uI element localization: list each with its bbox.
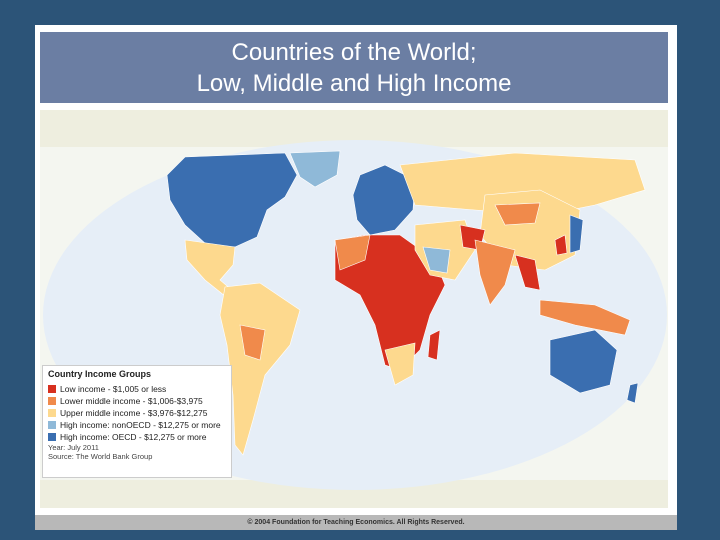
legend-label: High income: OECD - $12,275 or more	[60, 432, 207, 442]
bolivia	[239, 324, 266, 361]
north-africa	[334, 234, 371, 271]
legend-label: Upper middle income - $3,976-$12,275	[60, 408, 208, 418]
legend-swatch	[48, 433, 56, 441]
north-america	[166, 152, 298, 248]
greenland	[289, 150, 341, 188]
legend-year: Year: July 2011	[48, 443, 99, 452]
legend-label: Lower middle income - $1,006-$3,975	[60, 396, 203, 406]
legend-item: Lower middle income - $1,006-$3,975	[48, 395, 226, 407]
title-line: Countries of the World;	[231, 39, 477, 66]
australia	[549, 329, 618, 394]
legend-item: Upper middle income - $3,976-$12,275	[48, 407, 226, 419]
title-bar: Countries of the World; Low, Middle and …	[40, 32, 668, 103]
russia	[399, 152, 646, 216]
indonesia	[539, 299, 631, 336]
legend-source: Source: The World Bank Group	[48, 452, 153, 461]
legend-item: Low income - $1,005 or less	[48, 383, 226, 395]
south-africa	[384, 342, 416, 386]
legend-title: Country Income Groups	[48, 369, 152, 379]
japan	[569, 214, 584, 254]
legend-item: High income: nonOECD - $12,275 or more	[48, 419, 226, 431]
gulf	[422, 246, 451, 274]
new-zealand	[626, 382, 639, 404]
legend-label: Low income - $1,005 or less	[60, 384, 167, 394]
legend-label: High income: nonOECD - $12,275 or more	[60, 420, 221, 430]
legend-swatch	[48, 385, 56, 393]
india	[474, 239, 516, 306]
myanmar	[514, 254, 541, 291]
africa	[334, 234, 446, 371]
europe	[352, 164, 416, 236]
legend-swatch	[48, 409, 56, 417]
mongolia	[494, 202, 541, 226]
legend-item: High income: OECD - $12,275 or more	[48, 431, 226, 443]
north-korea	[554, 234, 568, 256]
title-line: Low, Middle and High Income	[196, 70, 512, 97]
slide: Countries of the World; Low, Middle and …	[35, 25, 677, 530]
footer: © 2004 Foundation for Teaching Economics…	[35, 515, 677, 530]
legend-swatch	[48, 397, 56, 405]
countries	[166, 150, 646, 456]
legend-swatch	[48, 421, 56, 429]
legend: Country Income Groups Low income - $1,00…	[42, 365, 232, 478]
legend-items: Low income - $1,005 or less Lower middle …	[48, 383, 226, 443]
madagascar	[427, 329, 441, 361]
